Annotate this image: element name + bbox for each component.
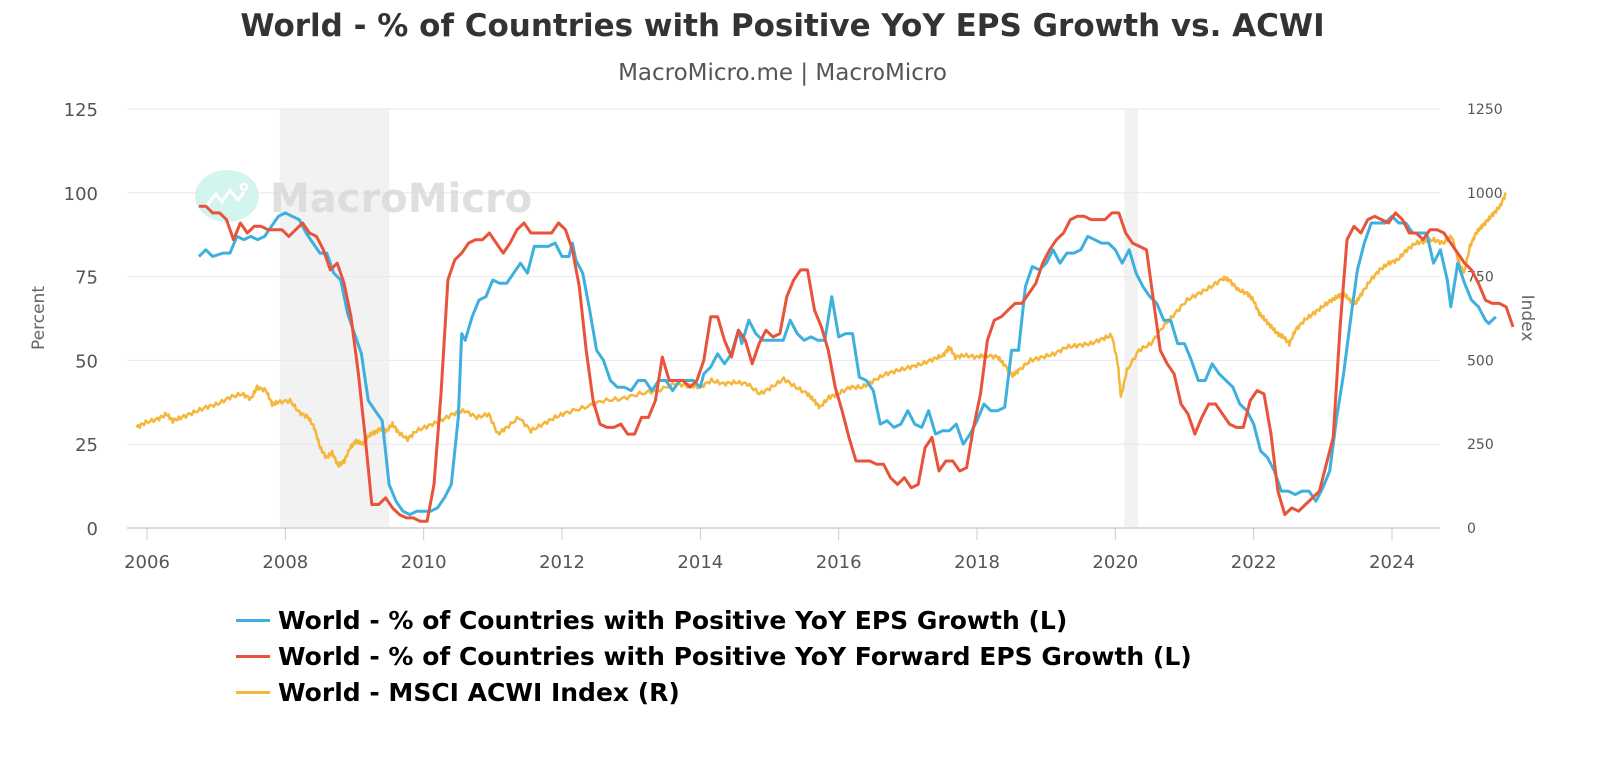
y-axis-right-label: Index bbox=[1517, 295, 1537, 342]
watermark-logo: MacroMicro bbox=[195, 170, 532, 222]
series-line-eps-growth bbox=[197, 211, 1497, 517]
legend-label: World - % of Countries with Positive YoY… bbox=[278, 641, 1192, 671]
x-tick-label: 2008 bbox=[262, 552, 308, 573]
x-tick-label: 2006 bbox=[124, 552, 170, 573]
legend-label: World - MSCI ACWI Index (R) bbox=[278, 677, 680, 707]
x-tick-label: 2018 bbox=[954, 552, 1000, 573]
legend-item-eps-growth[interactable]: World - % of Countries with Positive YoY… bbox=[236, 602, 1192, 638]
recession-band bbox=[1124, 109, 1139, 528]
legend-label: World - % of Countries with Positive YoY… bbox=[278, 605, 1068, 635]
x-tick-label: 2010 bbox=[401, 552, 447, 573]
chart-canvas: MacroMicro 02550751001250250500750100012… bbox=[29, 100, 1537, 573]
recession-band bbox=[279, 109, 390, 528]
chart-title: World - % of Countries with Positive YoY… bbox=[240, 8, 1325, 44]
series-line-acwi-index bbox=[135, 191, 1507, 468]
x-tick-label: 2022 bbox=[1231, 552, 1277, 573]
x-tick-label: 2012 bbox=[539, 552, 585, 573]
x-tick-label: 2014 bbox=[677, 552, 723, 573]
y-right-tick-label: 250 bbox=[1467, 437, 1494, 453]
series-lines bbox=[135, 191, 1515, 523]
y-right-tick-label: 1000 bbox=[1467, 186, 1503, 202]
y-left-tick-label: 25 bbox=[75, 435, 98, 456]
chart-subtitle: MacroMicro.me | MacroMicro bbox=[618, 60, 947, 86]
y-right-tick-label: 0 bbox=[1467, 521, 1476, 537]
y-right-tick-label: 1250 bbox=[1467, 102, 1503, 118]
y-left-tick-label: 75 bbox=[75, 268, 98, 289]
x-tick-label: 2020 bbox=[1092, 552, 1138, 573]
y-left-tick-label: 50 bbox=[75, 351, 98, 372]
y-left-tick-label: 125 bbox=[64, 100, 98, 121]
y-right-tick-label: 500 bbox=[1467, 353, 1494, 369]
watermark-text: MacroMicro bbox=[270, 176, 532, 222]
series-line-forward-eps-growth bbox=[198, 204, 1515, 523]
grid-lines bbox=[127, 108, 1440, 529]
x-tick-label: 2024 bbox=[1369, 552, 1415, 573]
legend-item-acwi-index[interactable]: World - MSCI ACWI Index (R) bbox=[236, 674, 1192, 710]
x-tick-label: 2016 bbox=[816, 552, 862, 573]
legend: World - % of Countries with Positive YoY… bbox=[236, 602, 1192, 710]
y-left-tick-label: 100 bbox=[64, 184, 98, 205]
y-left-tick-label: 0 bbox=[87, 519, 98, 540]
legend-item-forward-eps-growth[interactable]: World - % of Countries with Positive YoY… bbox=[236, 638, 1192, 674]
legend-swatch-eps-growth bbox=[236, 618, 270, 622]
legend-swatch-acwi-index bbox=[236, 690, 270, 694]
y-axis-left-label: Percent bbox=[29, 286, 49, 350]
legend-swatch-forward-eps-growth bbox=[236, 654, 270, 658]
